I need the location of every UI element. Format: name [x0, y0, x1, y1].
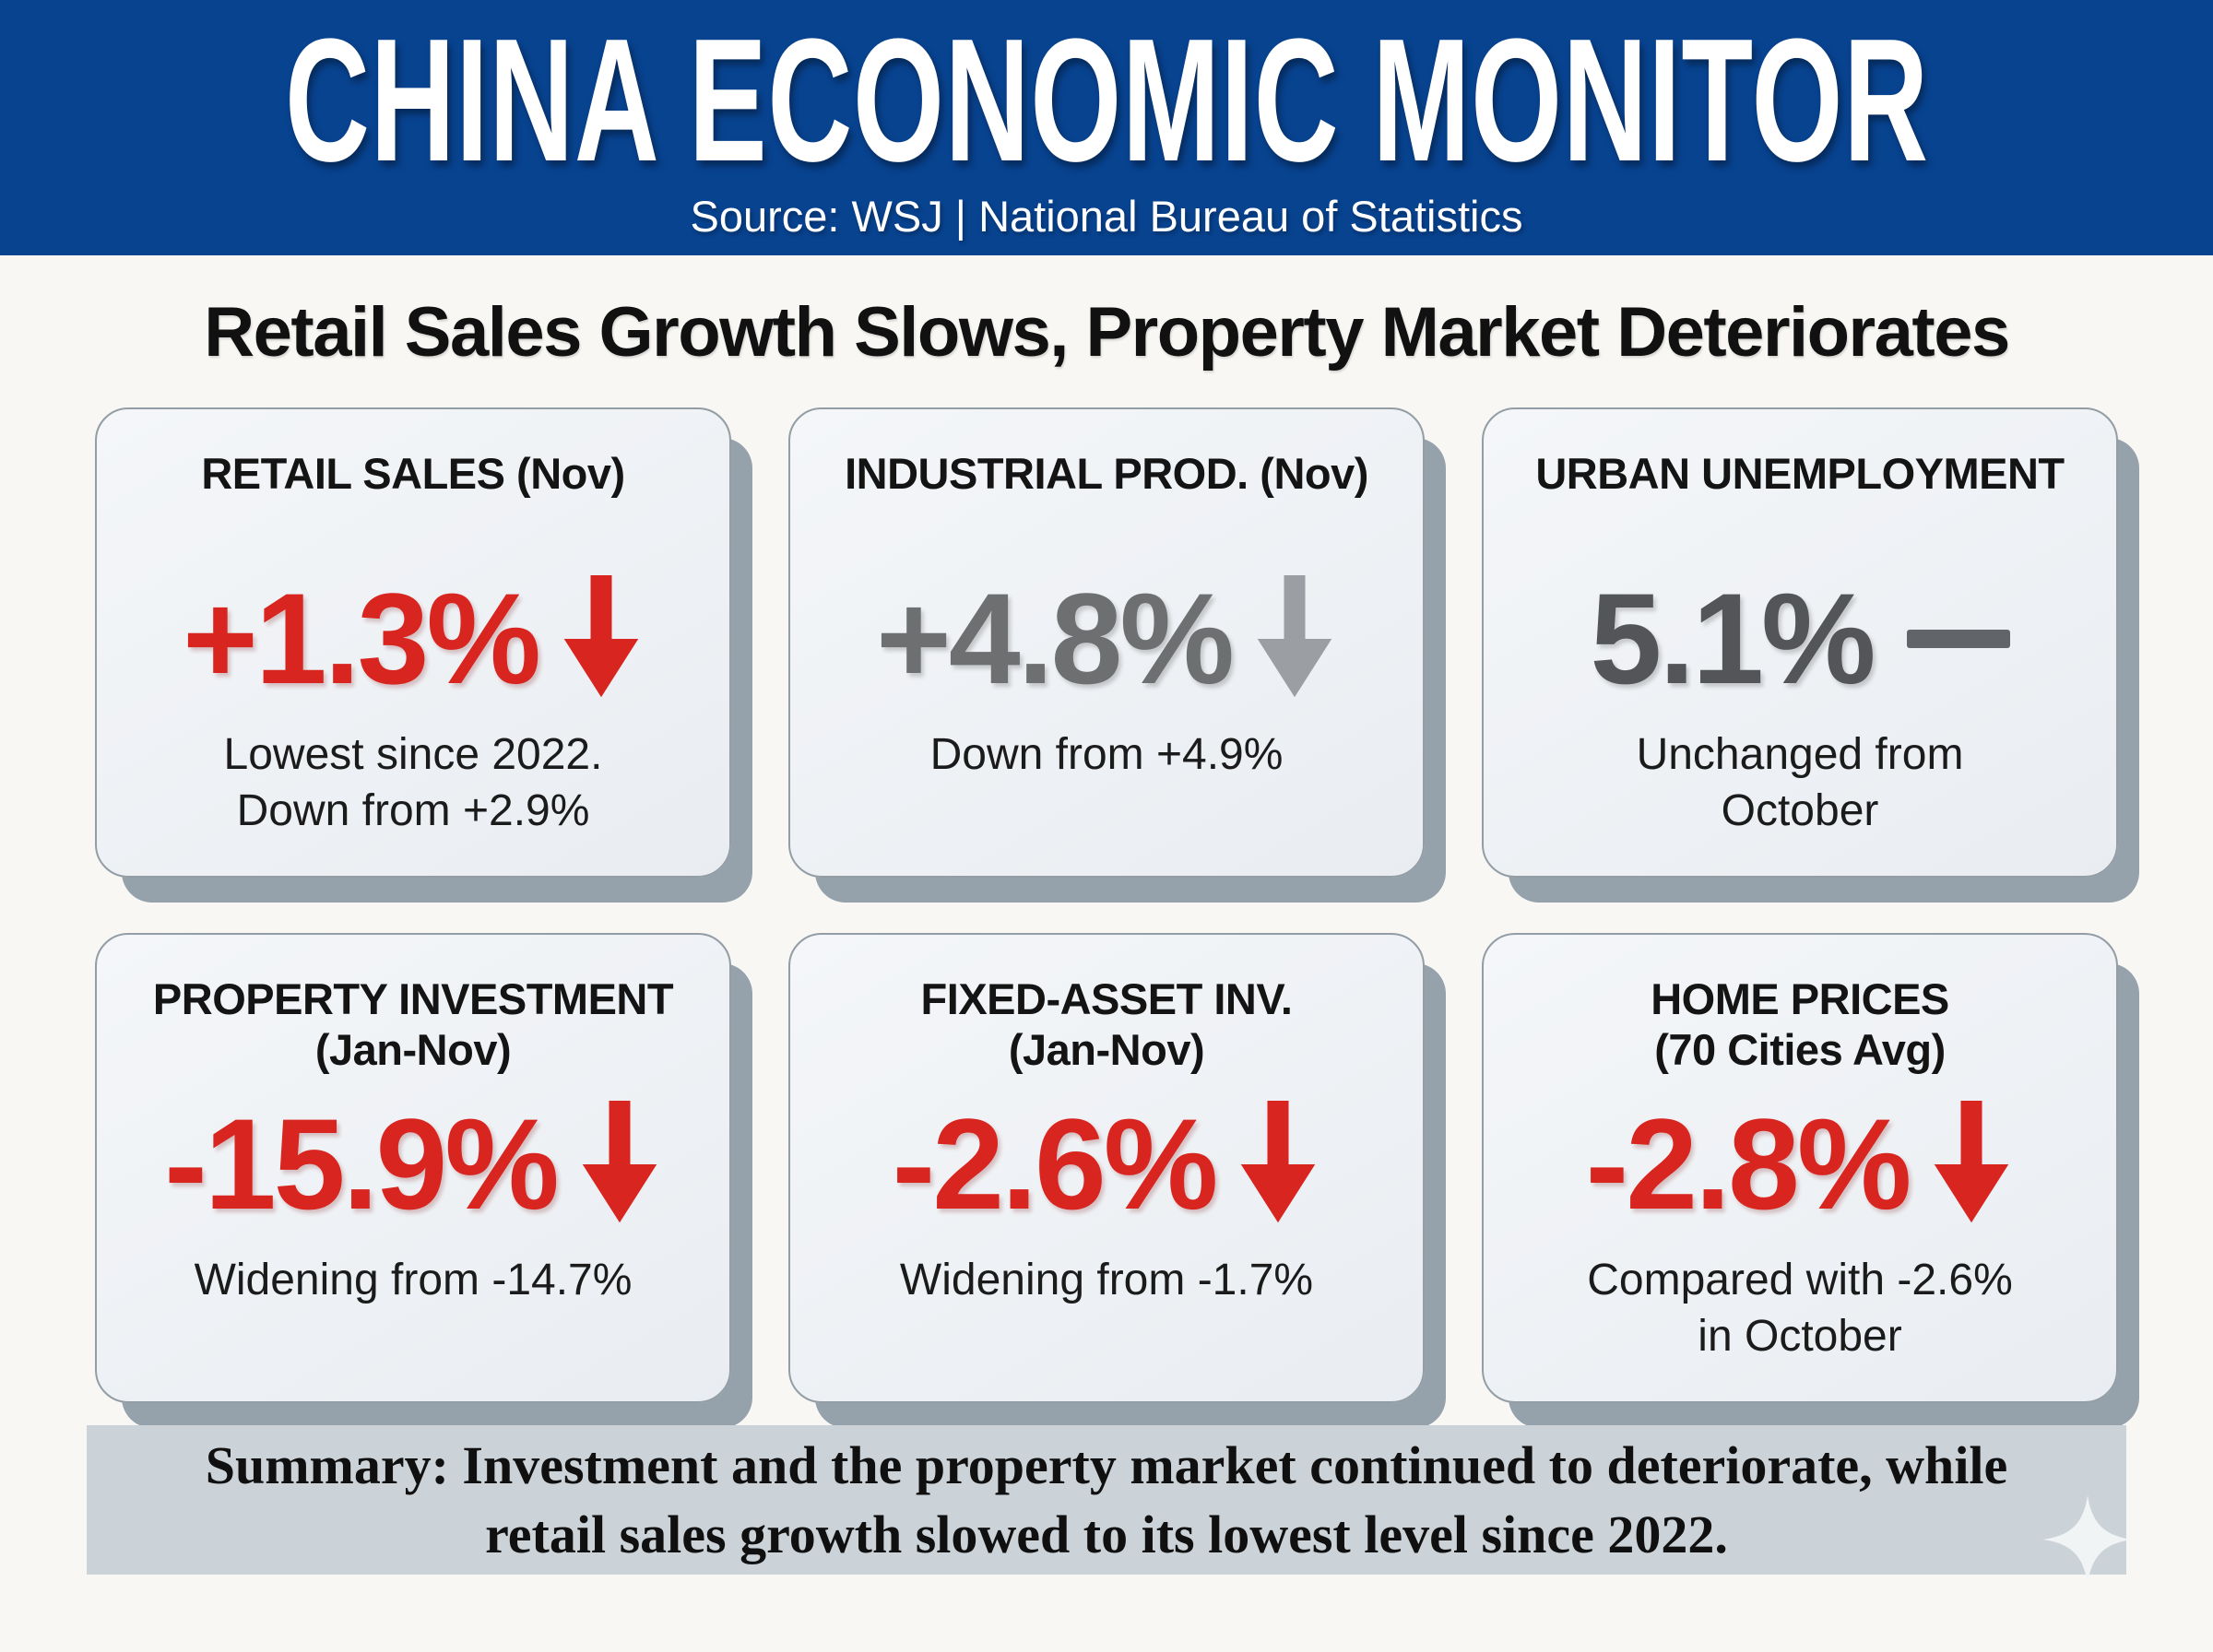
metric-card-grid: RETAIL SALES (Nov) +1.3% Lowest since 20…	[95, 407, 2118, 1403]
card-value: -2.8%	[1585, 1092, 1912, 1236]
card-property-investment: PROPERTY INVESTMENT (Jan-Nov) -15.9% Wid…	[95, 933, 731, 1403]
down-arrow-icon	[582, 1101, 657, 1223]
card-note: Unchanged from October	[1636, 730, 1964, 836]
card-note: Widening from -1.7%	[899, 1256, 1314, 1304]
card-note: Lowest since 2022. Down from +2.9%	[223, 730, 603, 836]
card-fixed-asset-investment: FIXED-ASSET INV. (Jan-Nov) -2.6% Widenin…	[788, 933, 1425, 1403]
card-value-row: 5.1%	[1590, 566, 2010, 711]
card-note: Widening from -14.7%	[194, 1256, 633, 1304]
card-retail-sales: RETAIL SALES (Nov) +1.3% Lowest since 20…	[95, 407, 731, 878]
card-title: FIXED-ASSET INV. (Jan-Nov)	[920, 974, 1293, 1075]
card-note: Down from +4.9%	[929, 730, 1284, 779]
summary-text: Summary: Investment and the property mar…	[205, 1434, 2008, 1564]
card-title: PROPERTY INVESTMENT (Jan-Nov)	[152, 974, 674, 1075]
source-line: Source: WSJ | National Bureau of Statist…	[690, 192, 1523, 242]
card-value: 5.1%	[1590, 566, 1876, 711]
card-title: RETAIL SALES (Nov)	[201, 449, 625, 498]
card-value: -15.9%	[164, 1092, 560, 1236]
card-title: URBAN UNEMPLOYMENT	[1535, 449, 2065, 498]
down-arrow-icon	[1935, 1101, 2009, 1223]
card-value-row: -2.8%	[1586, 1096, 2015, 1233]
card-note: Compared with -2.6% in October	[1587, 1256, 2013, 1362]
card-home-prices: HOME PRICES (70 Cities Avg) -2.8% Compar…	[1482, 933, 2118, 1403]
header-band: CHINA ECONOMIC MONITOR Source: WSJ | Nat…	[0, 0, 2213, 255]
card-value-row: -2.6%	[893, 1096, 1321, 1233]
card-urban-unemployment: URBAN UNEMPLOYMENT 5.1% Unchanged from O…	[1482, 407, 2118, 878]
down-arrow-icon	[1257, 575, 1332, 698]
down-arrow-icon	[1241, 1101, 1316, 1223]
card-value: +1.3%	[183, 566, 541, 711]
card-value: -2.6%	[892, 1092, 1219, 1236]
card-value-row: +4.8%	[876, 571, 1337, 707]
card-title: INDUSTRIAL PROD. (Nov)	[845, 449, 1368, 498]
card-value-row: +1.3%	[183, 571, 644, 707]
down-arrow-icon	[563, 575, 639, 698]
page-title: CHINA ECONOMIC MONITOR	[284, 2, 1929, 198]
card-industrial-production: INDUSTRIAL PROD. (Nov) +4.8% Down from +…	[788, 407, 1425, 878]
flat-dash-icon	[1906, 630, 2010, 648]
card-value-row: -15.9%	[164, 1096, 662, 1233]
card-title: HOME PRICES (70 Cities Avg)	[1651, 974, 1949, 1075]
sparkle-icon	[2043, 1495, 2132, 1584]
summary-bar: Summary: Investment and the property mar…	[87, 1425, 2132, 1584]
card-value: +4.8%	[876, 566, 1235, 711]
headline: Retail Sales Growth Slows, Property Mark…	[204, 293, 2010, 372]
